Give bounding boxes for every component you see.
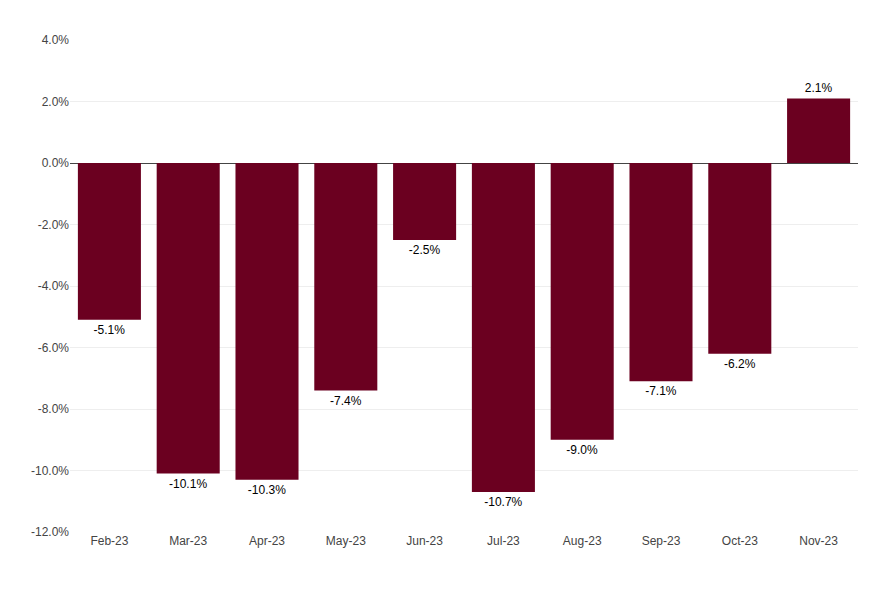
svg-text:May-23: May-23 [326,534,366,548]
svg-text:Mar-23: Mar-23 [169,534,207,548]
svg-text:-4.0%: -4.0% [38,279,70,293]
svg-text:Jul-23: Jul-23 [487,534,520,548]
svg-text:-10.3%: -10.3% [248,483,286,497]
svg-text:-12.0%: -12.0% [31,525,69,539]
svg-text:Sep-23: Sep-23 [642,534,681,548]
svg-text:Apr-23: Apr-23 [249,534,285,548]
svg-text:-8.0%: -8.0% [38,402,70,416]
svg-text:-10.7%: -10.7% [484,495,522,509]
svg-text:Feb-23: Feb-23 [90,534,128,548]
svg-text:-7.1%: -7.1% [645,384,677,398]
svg-text:4.0%: 4.0% [42,33,70,47]
svg-text:-2.5%: -2.5% [409,243,441,257]
svg-text:-7.4%: -7.4% [330,394,362,408]
svg-text:-9.0%: -9.0% [566,443,598,457]
svg-text:-5.1%: -5.1% [94,323,126,337]
svg-text:Jun-23: Jun-23 [406,534,443,548]
svg-text:Aug-23: Aug-23 [563,534,602,548]
svg-text:Nov-23: Nov-23 [799,534,838,548]
svg-text:2.1%: 2.1% [805,81,833,95]
svg-text:-10.1%: -10.1% [169,477,207,491]
svg-text:-6.2%: -6.2% [724,357,756,371]
svg-text:0.0%: 0.0% [42,156,70,170]
svg-text:2.0%: 2.0% [42,95,70,109]
svg-text:-10.0%: -10.0% [31,464,69,478]
svg-text:-6.0%: -6.0% [38,341,70,355]
svg-text:Oct-23: Oct-23 [722,534,758,548]
svg-text:-2.0%: -2.0% [38,218,70,232]
